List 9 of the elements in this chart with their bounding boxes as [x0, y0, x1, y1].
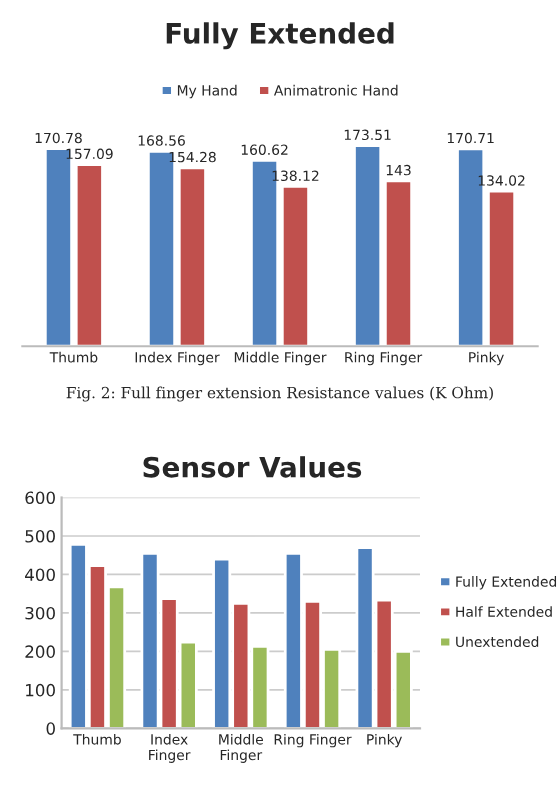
y-tick-label: 400 [25, 568, 55, 582]
y-tick-label: 100 [26, 683, 55, 697]
y-tick-label: 600 [25, 491, 55, 505]
y-tick-label: 500 [25, 529, 55, 543]
chart-title: Fully Extended [166, 22, 394, 50]
y-tick-label: 0 [46, 722, 55, 735]
chart-title: Sensor Values [143, 456, 362, 478]
y-tick-label: 200 [25, 645, 55, 658]
y-tick-label: 300 [25, 606, 55, 620]
